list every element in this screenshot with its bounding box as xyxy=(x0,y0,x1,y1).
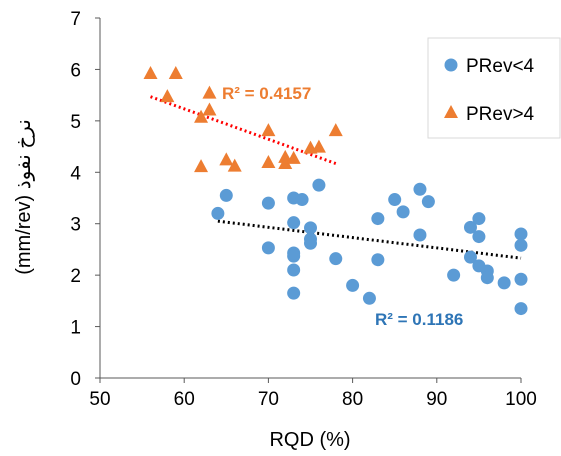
trendlines xyxy=(150,95,522,260)
data-point-prev-lt-4 xyxy=(396,205,410,219)
y-tick-label: 5 xyxy=(70,112,81,133)
x-tick-label: 100 xyxy=(505,389,537,410)
data-point-prev-gt-4 xyxy=(227,158,242,172)
r2-labels: R² = 0.1186 R² = 0.4157 xyxy=(222,84,463,329)
data-point-prev-gt-4 xyxy=(194,159,209,173)
data-point-prev-gt-4 xyxy=(160,89,175,103)
data-point-prev-lt-4 xyxy=(447,268,461,282)
y-tick-label: 7 xyxy=(70,9,81,30)
data-point-prev-lt-4 xyxy=(472,230,486,244)
data-point-prev-lt-4 xyxy=(514,302,528,316)
r2-label-prev-gt-4: R² = 0.4157 xyxy=(222,84,311,103)
data-point-prev-gt-4 xyxy=(202,102,217,116)
data-point-prev-lt-4 xyxy=(371,212,385,226)
data-point-prev-lt-4 xyxy=(463,220,477,234)
legend-marker-prev-gt-4 xyxy=(444,105,458,118)
data-point-prev-lt-4 xyxy=(346,278,360,292)
y-tick-label: 0 xyxy=(70,369,81,390)
data-point-prev-lt-4 xyxy=(261,196,275,210)
data-point-prev-lt-4 xyxy=(388,193,402,207)
data-point-prev-lt-4 xyxy=(287,286,301,300)
data-point-prev-gt-4 xyxy=(219,152,234,166)
y-tick-label: 1 xyxy=(70,318,81,339)
data-point-prev-lt-4 xyxy=(472,212,486,226)
data-point-prev-lt-4 xyxy=(287,263,301,277)
x-tick-label: 90 xyxy=(426,389,447,410)
data-point-prev-lt-4 xyxy=(304,221,317,235)
data-point-prev-lt-4 xyxy=(329,252,343,266)
data-point-prev-gt-4 xyxy=(311,139,326,153)
y-tick-label: 6 xyxy=(70,60,81,81)
data-point-prev-gt-4 xyxy=(261,123,276,137)
data-points xyxy=(143,66,528,316)
data-point-prev-lt-4 xyxy=(287,249,301,263)
trendline xyxy=(217,219,522,260)
x-tick-label: 60 xyxy=(174,389,195,410)
data-point-prev-lt-4 xyxy=(413,182,427,196)
data-point-prev-lt-4 xyxy=(371,253,385,267)
data-point-prev-lt-4 xyxy=(304,236,317,250)
data-point-prev-lt-4 xyxy=(480,271,494,285)
data-point-prev-lt-4 xyxy=(295,193,309,207)
data-point-prev-gt-4 xyxy=(194,109,209,123)
data-point-prev-gt-4 xyxy=(261,155,276,168)
data-point-prev-lt-4 xyxy=(514,272,528,286)
data-point-prev-gt-4 xyxy=(143,66,158,80)
legend-label-prev-gt-4: PRev>4 xyxy=(466,104,535,125)
data-point-prev-lt-4 xyxy=(514,238,528,252)
legend-label-prev-lt-4: PRev<4 xyxy=(466,56,535,77)
legend-box xyxy=(427,37,561,139)
data-point-prev-gt-4 xyxy=(168,66,183,80)
legend-marker-prev-lt-4 xyxy=(444,58,458,72)
data-point-prev-lt-4 xyxy=(463,250,477,264)
data-point-prev-lt-4 xyxy=(421,195,435,209)
x-axis-title: RQD (%) xyxy=(269,429,350,451)
y-tick-label: 3 xyxy=(70,215,81,236)
y-tick-label: 2 xyxy=(70,266,81,287)
data-point-prev-lt-4 xyxy=(211,206,225,220)
r2-label-prev-lt-4: R² = 0.1186 xyxy=(375,310,463,329)
legend: PRev<4 PRev>4 xyxy=(427,37,561,139)
data-point-prev-gt-4 xyxy=(286,150,301,164)
x-tick-label: 50 xyxy=(89,389,110,410)
data-point-prev-lt-4 xyxy=(362,291,376,305)
x-tick-label: 80 xyxy=(342,389,363,410)
data-point-prev-lt-4 xyxy=(514,227,528,241)
data-point-prev-lt-4 xyxy=(287,216,301,230)
data-point-prev-gt-4 xyxy=(202,85,217,99)
data-point-prev-lt-4 xyxy=(219,188,233,202)
data-point-prev-lt-4 xyxy=(261,241,275,255)
data-point-prev-gt-4 xyxy=(278,156,293,170)
x-tick-label: 70 xyxy=(258,389,279,410)
y-tick-label: 4 xyxy=(70,163,81,184)
data-point-prev-lt-4 xyxy=(497,276,511,290)
data-point-prev-lt-4 xyxy=(312,178,326,192)
data-point-prev-gt-4 xyxy=(328,123,343,137)
data-point-prev-lt-4 xyxy=(413,228,427,242)
y-axis-title: (mm/rev) نرخ نفوذ xyxy=(13,119,35,275)
axes: 50 60 70 80 90 100 0 1 2 3 4 5 6 7 xyxy=(70,9,536,410)
